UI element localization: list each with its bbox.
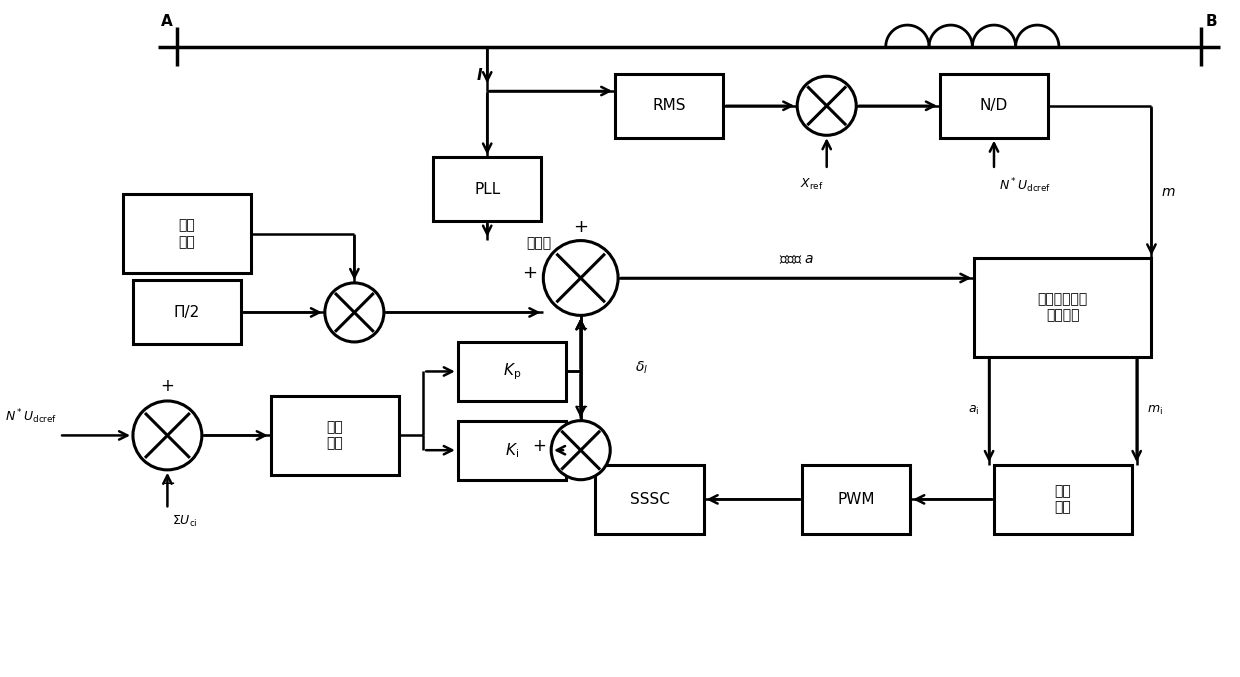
Text: B: B	[1205, 14, 1218, 29]
Text: +: +	[574, 398, 588, 416]
Bar	[270, 396, 398, 475]
Text: PWM: PWM	[837, 492, 875, 507]
Text: +: +	[573, 320, 588, 338]
Circle shape	[797, 77, 857, 135]
Text: 限幅
环节: 限幅 环节	[1054, 484, 1071, 515]
Bar	[458, 342, 565, 401]
Text: +: +	[522, 264, 537, 282]
Bar	[994, 465, 1132, 534]
Bar	[595, 465, 704, 534]
Text: $\delta_l$: $\delta_l$	[635, 359, 649, 376]
Text: +: +	[573, 218, 588, 236]
Text: 运行
模式: 运行 模式	[179, 219, 196, 249]
Text: $X_{\rm ref}$: $X_{\rm ref}$	[800, 177, 823, 192]
Circle shape	[543, 240, 618, 315]
Text: 锁相角: 锁相角	[527, 236, 552, 250]
Text: PLL: PLL	[474, 182, 501, 197]
Text: N/D: N/D	[980, 98, 1008, 113]
Text: −: −	[160, 475, 175, 493]
Bar	[940, 74, 1048, 137]
Circle shape	[325, 283, 384, 342]
Text: $\Sigma U_{\rm ci}$: $\Sigma U_{\rm ci}$	[172, 514, 198, 529]
Circle shape	[551, 420, 610, 480]
Bar	[975, 259, 1152, 357]
Text: I: I	[476, 68, 482, 83]
Bar	[133, 280, 242, 345]
Text: $K_{\rm p}$: $K_{\rm p}$	[502, 361, 521, 382]
Text: 解锁
环节: 解锁 环节	[326, 420, 343, 450]
Text: Π/2: Π/2	[174, 305, 200, 320]
Text: +: +	[160, 377, 175, 395]
Text: 触发角 $a$: 触发角 $a$	[779, 252, 813, 266]
Bar	[615, 74, 723, 137]
Text: $N^*U_{\rm dcref}$: $N^*U_{\rm dcref}$	[999, 177, 1052, 196]
Text: +: +	[532, 437, 547, 455]
Text: $m_{\rm i}$: $m_{\rm i}$	[1147, 404, 1162, 418]
Text: $m$: $m$	[1162, 185, 1176, 199]
Text: $a_{\rm i}$: $a_{\rm i}$	[968, 404, 980, 418]
Text: SSSC: SSSC	[630, 492, 670, 507]
Bar	[433, 158, 542, 221]
Text: $K_{\rm i}$: $K_{\rm i}$	[505, 441, 518, 460]
Circle shape	[133, 401, 202, 470]
Bar	[458, 420, 565, 480]
Text: 电容电压平衡
控制逻辑: 电容电压平衡 控制逻辑	[1038, 292, 1087, 323]
Text: $N^*U_{\rm dcref}$: $N^*U_{\rm dcref}$	[5, 407, 57, 426]
Text: RMS: RMS	[652, 98, 686, 113]
Bar	[802, 465, 910, 534]
Bar	[123, 194, 250, 273]
Text: A: A	[160, 14, 172, 29]
